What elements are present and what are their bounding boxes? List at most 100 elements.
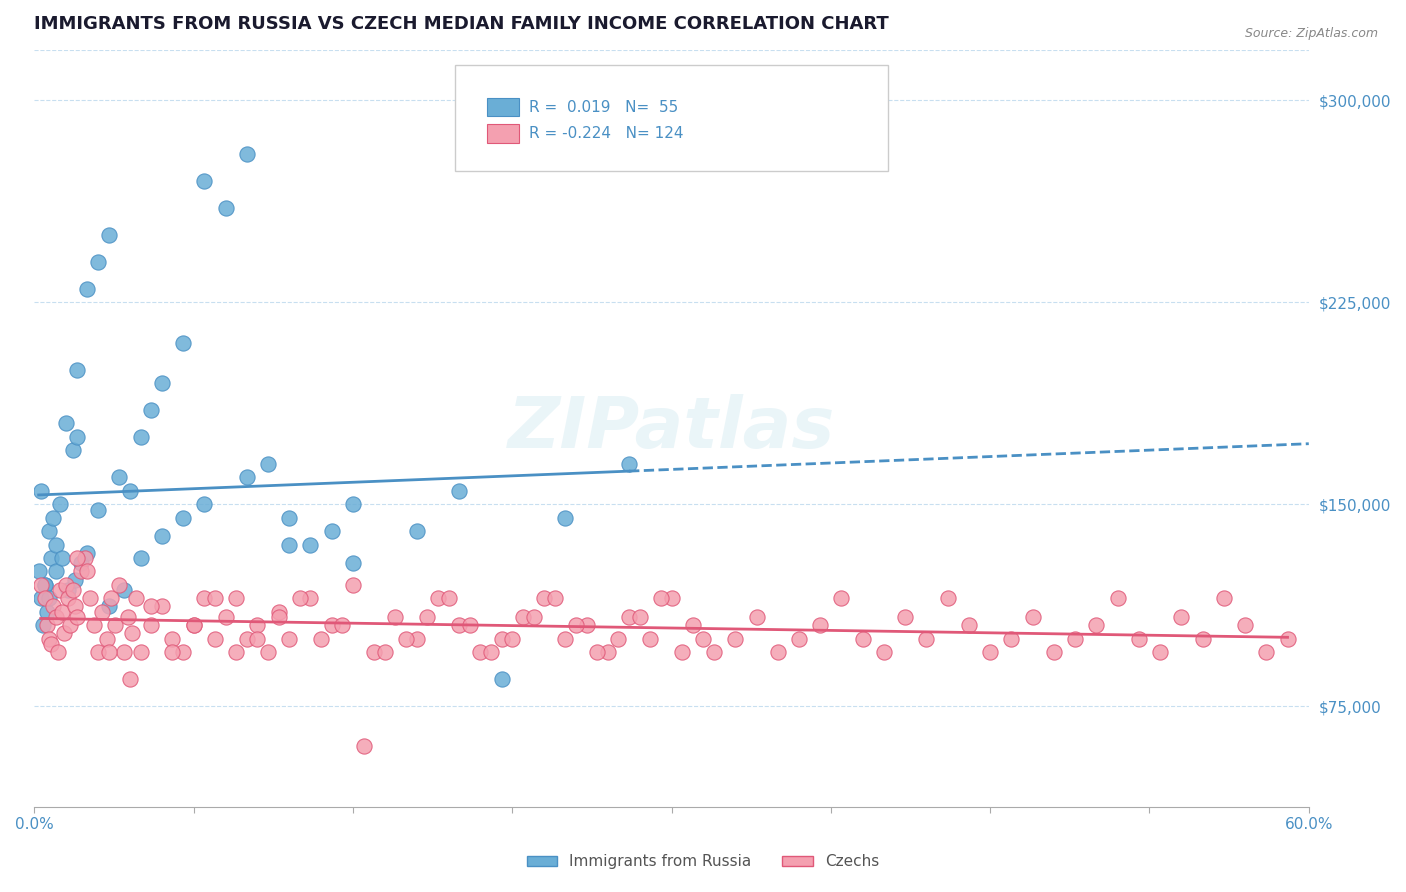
Point [30,578,52,592]
Point [449,483,471,498]
Point [873,645,896,659]
Point [150,599,173,614]
Point [979,645,1001,659]
Point [342,578,364,592]
Point [1085,618,1108,632]
Point [330,618,353,632]
Point [512,610,534,624]
Point [628,610,651,624]
Point [745,610,768,624]
Point [83,618,105,632]
Point [38,632,60,646]
Point [1191,632,1213,646]
Point [596,645,619,659]
Point [1277,632,1299,646]
Point [257,645,280,659]
Point [565,618,588,632]
Point [501,632,523,646]
Point [384,610,406,624]
Point [894,610,917,624]
Point [42,599,65,614]
Point [62,583,84,598]
Point [87,255,110,269]
Point [267,605,290,619]
Point [91,605,114,619]
Point [522,610,544,624]
Point [214,201,236,215]
Point [236,632,259,646]
Point [342,497,364,511]
Point [183,618,205,632]
Point [49,583,72,598]
Point [575,618,598,632]
Point [63,573,86,587]
Point [66,610,89,624]
Point [449,618,471,632]
Point [193,591,215,606]
Point [66,430,89,444]
Point [831,591,853,606]
Point [246,632,269,646]
Point [193,174,215,188]
Point [87,502,110,516]
Point [1234,618,1257,632]
Point [162,645,184,659]
Point [915,632,938,646]
Point [288,591,311,606]
Point [129,551,152,566]
Point [470,645,492,659]
Point [1000,632,1022,646]
Point [58,583,80,598]
Point [70,557,93,571]
Point [141,599,163,614]
Point [55,417,77,431]
Point [172,645,194,659]
Point [117,610,139,624]
Point [204,591,226,606]
Point [278,632,301,646]
Point [38,591,60,606]
Point [112,583,135,598]
Point [416,610,439,624]
Point [53,626,76,640]
Point [108,578,131,592]
Point [141,618,163,632]
Point [671,645,693,659]
Point [1256,645,1278,659]
Point [97,645,120,659]
Point [34,578,56,592]
Point [150,529,173,543]
Point [76,545,98,559]
Point [1212,591,1234,606]
Point [51,551,73,566]
Legend: Immigrants from Russia, Czechs: Immigrants from Russia, Czechs [520,848,886,875]
Point [617,457,640,471]
Point [363,645,385,659]
Point [692,632,714,646]
Point [353,739,375,754]
Point [395,632,418,646]
Point [491,672,513,686]
Point [267,610,290,624]
Point [162,632,184,646]
Point [321,618,343,632]
Point [34,591,56,606]
Point [374,645,396,659]
Point [236,470,259,484]
Point [172,510,194,524]
Point [1107,591,1129,606]
Point [1021,610,1043,624]
Point [118,483,141,498]
Point [37,605,59,619]
Point [63,599,86,614]
Point [41,637,63,651]
Point [299,591,322,606]
Point [405,632,427,646]
Point [1064,632,1087,646]
Point [342,557,364,571]
Point [76,565,98,579]
Point [34,578,56,592]
Text: R = -0.224   N= 124: R = -0.224 N= 124 [529,127,683,141]
Point [309,632,332,646]
Point [141,403,163,417]
